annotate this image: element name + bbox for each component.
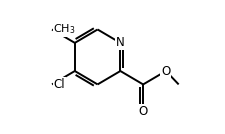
Text: CH$_3$: CH$_3$ <box>53 23 76 36</box>
Text: O: O <box>161 64 170 78</box>
Text: O: O <box>138 105 147 118</box>
Text: Cl: Cl <box>53 78 65 91</box>
Text: N: N <box>115 36 124 49</box>
